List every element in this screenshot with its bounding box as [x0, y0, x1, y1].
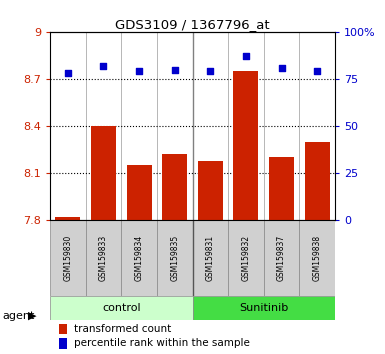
Point [314, 69, 320, 74]
Bar [59, 338, 67, 349]
Bar [59, 324, 67, 335]
Text: GSM159838: GSM159838 [313, 235, 321, 281]
Point [172, 67, 178, 72]
Bar [157, 220, 192, 296]
Text: ▶: ▶ [28, 311, 36, 321]
Text: GSM159831: GSM159831 [206, 235, 215, 281]
Bar [121, 220, 157, 296]
Bar [300, 220, 335, 296]
Bar [50, 296, 192, 320]
Text: GSM159835: GSM159835 [170, 235, 179, 281]
Bar [305, 142, 330, 220]
Point [278, 65, 285, 70]
Text: GSM159832: GSM159832 [241, 235, 250, 281]
Text: GSM159837: GSM159837 [277, 235, 286, 281]
Bar [85, 220, 121, 296]
Text: GSM159834: GSM159834 [135, 235, 144, 281]
Bar [55, 217, 80, 220]
Point [207, 69, 213, 74]
Bar [162, 154, 187, 220]
Bar [264, 220, 300, 296]
Text: transformed count: transformed count [74, 324, 171, 334]
Bar [192, 220, 228, 296]
Text: control: control [102, 303, 141, 313]
Bar [269, 158, 294, 220]
Point [100, 63, 107, 69]
Text: Sunitinib: Sunitinib [239, 303, 288, 313]
Point [136, 69, 142, 74]
Text: GSM159833: GSM159833 [99, 235, 108, 281]
Text: agent: agent [2, 311, 34, 321]
Bar [228, 220, 264, 296]
Text: GSM159830: GSM159830 [64, 235, 72, 281]
Bar [192, 296, 335, 320]
Point [243, 53, 249, 59]
Point [65, 70, 71, 76]
Bar [233, 71, 258, 220]
Title: GDS3109 / 1367796_at: GDS3109 / 1367796_at [115, 18, 270, 31]
Bar [91, 126, 116, 220]
Bar [50, 220, 85, 296]
Bar [198, 161, 223, 220]
Text: percentile rank within the sample: percentile rank within the sample [74, 338, 250, 348]
Bar [127, 165, 152, 220]
